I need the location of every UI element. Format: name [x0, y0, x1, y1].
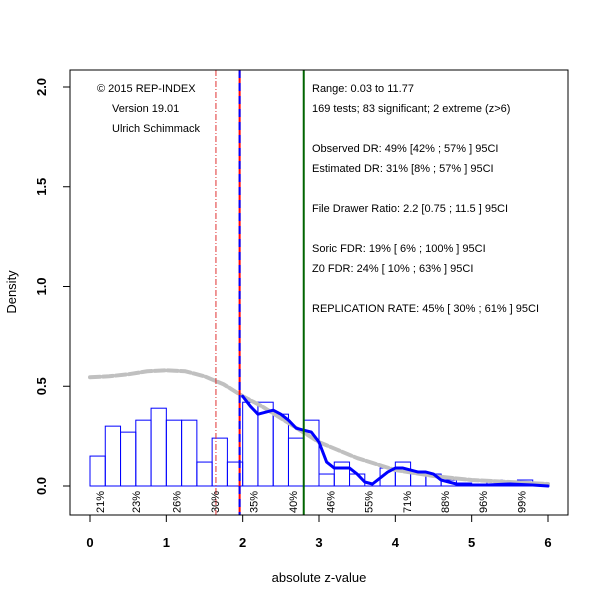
y-axis-label: Density: [4, 270, 19, 314]
x-tick-label: 1: [163, 535, 170, 550]
x-tick-label: 3: [315, 535, 322, 550]
power-label: 35%: [248, 491, 260, 513]
power-label: 55%: [364, 491, 376, 513]
copyright-annotation: © 2015 REP-INDEX Version 19.01 Ulrich Schi…: [97, 83, 201, 135]
power-label: 96%: [478, 491, 490, 513]
annotation-line: Ulrich Schimmack: [112, 123, 201, 135]
y-axis: 0.0 0.5 1.0 1.5 2.0: [34, 78, 71, 495]
y-tick-label: 1.0: [34, 277, 49, 295]
annotation-line: Range: 0.03 to 11.77: [312, 83, 414, 95]
annotation-line: Version 19.01: [112, 103, 179, 115]
histogram-bar: [165, 419, 183, 487]
power-label: 21%: [95, 491, 107, 513]
y-tick-label: 0.5: [34, 377, 49, 395]
annotation-line: © 2015 REP-INDEX: [97, 83, 196, 95]
y-tick-label: 1.5: [34, 178, 49, 196]
annotation-line: Estimated DR: 31% [8% ; 57% ] 95CI: [312, 163, 494, 175]
histogram-bar: [196, 461, 213, 487]
reference-lines: [215, 70, 305, 515]
power-label: 71%: [402, 491, 414, 513]
histogram-bar: [135, 419, 152, 487]
power-label: 40%: [288, 491, 300, 513]
power-label: 30%: [210, 491, 222, 513]
annotation-line: File Drawer Ratio: 2.2 [0.75 ; 11.5 ] 95…: [312, 203, 508, 215]
annotation-line: Observed DR: 49% [42% ; 57% ] 95CI: [312, 143, 498, 155]
y-tick-label: 2.0: [34, 78, 49, 96]
x-axis: 0 1 2 3 4 5 6: [86, 514, 552, 550]
power-label: 46%: [325, 491, 337, 513]
density-curves: [88, 368, 550, 488]
x-tick-label: 0: [86, 535, 93, 550]
x-tick-label: 4: [392, 535, 400, 550]
histogram-bar: [242, 401, 259, 487]
fitted-density-curve: [88, 368, 550, 487]
x-tick-label: 6: [544, 535, 551, 550]
observed-density-curve: [241, 394, 550, 488]
power-label: 23%: [131, 491, 143, 513]
histogram-bar: [272, 413, 289, 487]
histogram-bar: [211, 437, 228, 487]
annotation-line: REPLICATION RATE: 45% [ 30% ; 61% ] 95CI: [312, 303, 539, 315]
annotation-line: Z0 FDR: 24% [ 10% ; 63% ] 95CI: [312, 263, 473, 275]
histogram-bar: [318, 473, 335, 487]
power-label: 88%: [440, 491, 452, 513]
x-axis-label: absolute z-value: [272, 570, 367, 585]
power-label: 99%: [516, 491, 528, 513]
power-label: 26%: [171, 491, 183, 513]
annotation-line: 169 tests; 83 significant; 2 extreme (z>…: [312, 103, 510, 115]
x-tick-label: 2: [239, 535, 246, 550]
histogram-bar: [104, 425, 122, 487]
histogram-bar: [89, 455, 106, 487]
x-tick-label: 5: [468, 535, 475, 550]
annotation-line: Soric FDR: 19% [ 6% ; 100% ] 95CI: [312, 243, 486, 255]
histogram-bar: [287, 437, 305, 487]
histogram-bar: [181, 419, 198, 487]
histogram-bar: [333, 461, 351, 487]
y-tick-label: 0.0: [34, 477, 49, 495]
power-labels: 21% 23% 26% 30% 35% 40% 46% 55% 71% 88% 96% 99%: [95, 491, 528, 513]
histogram-bar: [120, 431, 137, 487]
histogram-bar: [150, 407, 167, 487]
statistics-annotation: Range: 0.03 to 11.77 169 tests; 83 signif…: [312, 83, 539, 315]
